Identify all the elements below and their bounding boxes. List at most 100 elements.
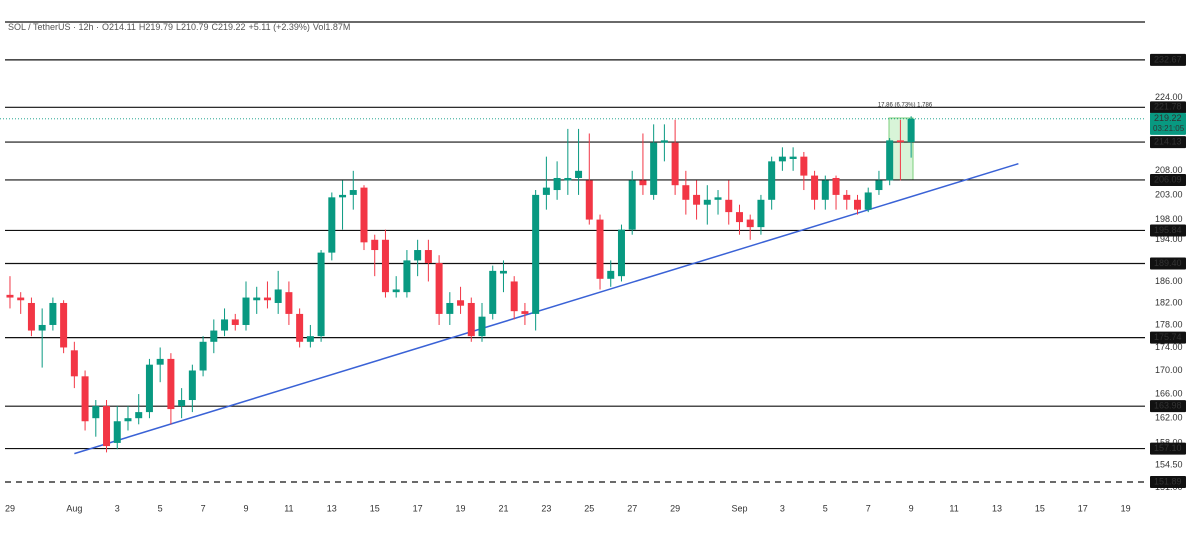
candle-body: [907, 118, 915, 143]
candle-body: [821, 180, 829, 200]
candle-body: [285, 292, 293, 314]
candle-body: [274, 289, 282, 303]
candle-body: [124, 418, 132, 422]
x-tick-label: 7: [201, 503, 206, 513]
level-label-box: [1150, 400, 1186, 413]
x-tick-label: Aug: [66, 503, 82, 513]
candle-body: [778, 156, 786, 162]
candle-body: [446, 302, 454, 314]
countdown-label: 03:21:05: [1153, 124, 1185, 133]
candle-body: [682, 185, 690, 200]
last-price-box: [1150, 112, 1186, 135]
level-label-box: [1150, 257, 1186, 270]
y-tick-label: 178.00: [1155, 319, 1183, 329]
x-tick-label: 15: [1035, 503, 1045, 513]
candle-body: [414, 250, 422, 261]
candle-body: [628, 180, 636, 230]
candle-body: [457, 300, 465, 306]
candle-body: [317, 252, 325, 337]
candle-body: [768, 161, 776, 200]
level-label-box: [1150, 442, 1186, 455]
candle-body: [521, 311, 529, 314]
candle-body: [349, 190, 357, 195]
y-tick-label: 224.00: [1155, 92, 1183, 102]
candle-body: [178, 400, 186, 407]
candle-body: [360, 187, 368, 243]
x-tick-label: 29: [5, 503, 15, 513]
ohlc-close: C219.22: [211, 22, 246, 32]
y-tick-label: 158.00: [1155, 437, 1183, 447]
candle-body: [306, 336, 314, 342]
candle-body: [135, 412, 143, 419]
x-tick-label: 11: [284, 503, 293, 513]
level-label: 157.10: [1154, 443, 1182, 453]
candle-body: [263, 297, 271, 301]
candle-body: [875, 180, 883, 191]
candle-body: [800, 156, 808, 176]
x-tick-label: 13: [992, 503, 1002, 513]
candle-body: [864, 192, 872, 210]
candle-body: [542, 187, 550, 195]
candle-body: [81, 376, 89, 422]
candle-body: [703, 199, 711, 205]
candle-body: [607, 270, 615, 279]
x-tick-label: 3: [780, 503, 785, 513]
level-label: 163.98: [1154, 401, 1182, 411]
level-label-box: [1150, 136, 1186, 149]
measure-label: 17.86 (6.73%) 1,786: [878, 103, 933, 109]
x-tick-label: 9: [243, 503, 248, 513]
candle-body: [188, 370, 196, 401]
x-tick-label: 23: [541, 503, 551, 513]
y-tick-label: 208.00: [1155, 165, 1183, 175]
candle-body: [371, 239, 379, 251]
candle-body: [328, 197, 336, 253]
candle-body: [725, 199, 733, 213]
candle-body: [757, 199, 765, 228]
candle-body: [671, 142, 679, 186]
candle-body: [296, 313, 304, 342]
candle-body: [167, 358, 175, 410]
y-tick-label: 194.00: [1155, 234, 1183, 244]
candle-body: [746, 219, 754, 228]
level-label: 232.67: [1154, 54, 1182, 64]
candle-body: [896, 140, 904, 143]
candle-body: [617, 229, 625, 277]
candle-body: [811, 175, 819, 200]
ohlc-high: H219.79: [138, 22, 173, 32]
candle-body: [27, 302, 35, 331]
candle-body: [60, 302, 68, 348]
x-tick-label: 21: [498, 503, 508, 513]
x-tick-label: Sep: [731, 503, 747, 513]
candle-body: [221, 319, 229, 331]
level-label-box: [1150, 331, 1186, 344]
x-tick-label: 19: [456, 503, 466, 513]
candle-body: [853, 199, 861, 210]
ohlc-open: O214.11: [102, 22, 136, 32]
candle-body: [735, 212, 743, 223]
candle-body: [489, 270, 497, 314]
y-tick-label: 170.00: [1155, 365, 1183, 375]
candle-body: [832, 177, 840, 195]
candle-body: [532, 194, 540, 314]
y-tick-label: 154.50: [1155, 459, 1183, 469]
candle-body: [424, 250, 432, 264]
candle-body: [789, 156, 797, 159]
level-label-box: [1150, 475, 1186, 488]
x-tick-label: 19: [1121, 503, 1131, 513]
change: +5.11 (+2.39%): [248, 22, 310, 32]
level-label: 151.89: [1154, 476, 1182, 486]
ohlc-low: L210.79: [175, 22, 209, 32]
x-tick-label: 11: [949, 503, 958, 513]
x-tick-label: 27: [627, 503, 637, 513]
x-tick-label: 29: [670, 503, 680, 513]
candle-body: [510, 281, 518, 312]
x-tick-label: 5: [823, 503, 828, 513]
level-label-box: [1150, 101, 1186, 114]
candle-body: [564, 177, 572, 181]
level-label: 195.84: [1154, 225, 1182, 235]
candle-body: [210, 330, 218, 342]
candle-body: [886, 140, 894, 181]
candle-body: [693, 194, 701, 205]
candle-body: [253, 297, 261, 301]
